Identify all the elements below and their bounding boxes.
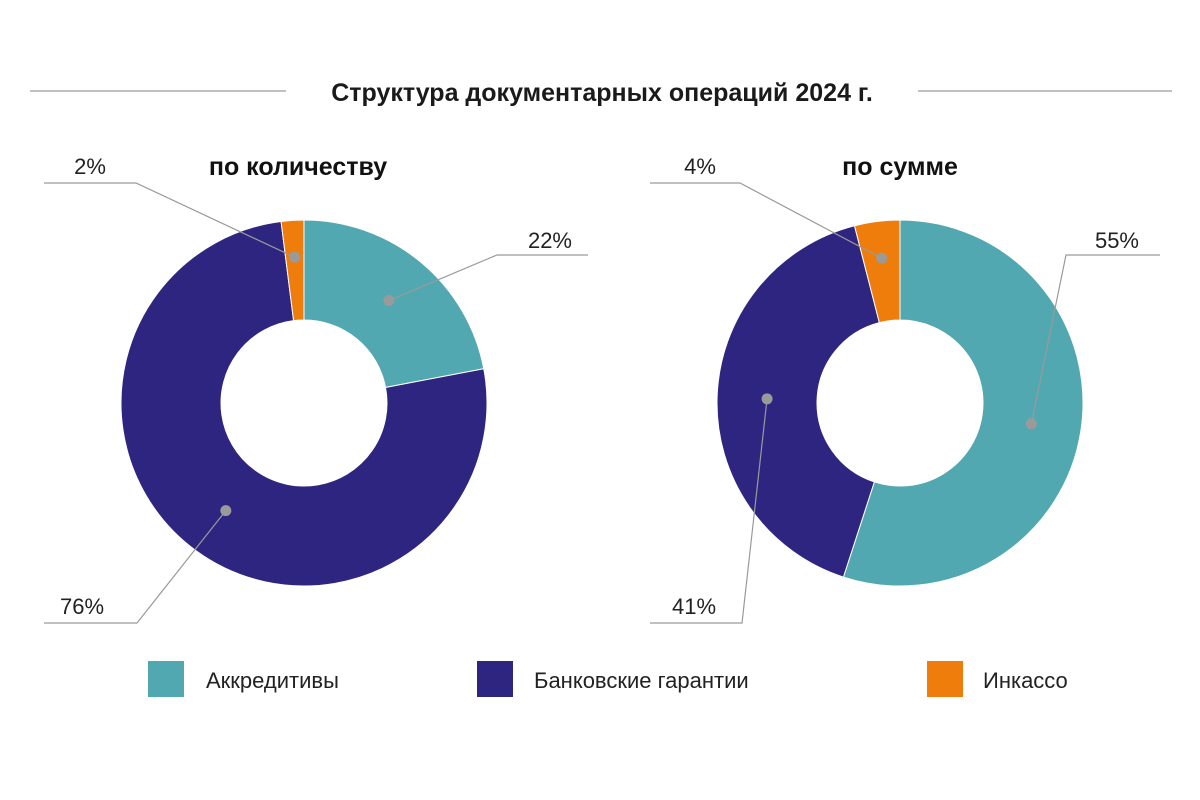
- donut-leaders-by-count: 22% 76% 2%: [44, 154, 588, 624]
- legend-item-accreditives: Аккредитивы: [148, 661, 339, 697]
- legend-swatch-guarantees: [477, 661, 513, 697]
- leader-dot-accreditives-by-count: [383, 295, 395, 307]
- leader-dot-collection-by-sum: [876, 252, 888, 264]
- data-label-accreditives-by-sum: 55%: [1095, 228, 1139, 253]
- chart-title: Структура документарных операций 2024 г.: [331, 79, 873, 107]
- donut-chart-by-count: по количеству 22% 76% 2%: [44, 153, 588, 624]
- data-label-guarantees-by-count: 76%: [60, 594, 104, 619]
- data-label-guarantees-by-sum: 41%: [672, 594, 716, 619]
- leader-line-guarantees-by-sum: [650, 398, 768, 624]
- donut-leaders-by-sum: 55% 41% 4%: [650, 154, 1160, 624]
- legend-label-guarantees: Банковские гарантии: [534, 668, 749, 693]
- legend-item-guarantees: Банковские гарантии: [477, 661, 749, 697]
- leader-dot-guarantees-by-count: [220, 505, 232, 517]
- donut-slice-accreditives-by-sum: [842, 219, 1084, 587]
- donut-slice-collection-by-count: [280, 219, 305, 322]
- donut-slices-by-sum: [716, 219, 1084, 587]
- donut-chart-by-sum: по сумме 55% 41% 4%: [650, 153, 1160, 624]
- leader-line-guarantees-by-count: [44, 510, 227, 624]
- donut-slice-collection-by-sum: [853, 219, 901, 324]
- donut-subtitle-by-sum: по сумме: [842, 153, 958, 181]
- legend-swatch-collection: [927, 661, 963, 697]
- data-label-collection-by-sum: 4%: [684, 154, 716, 179]
- leader-dot-guarantees-by-sum: [761, 393, 773, 405]
- legend-label-collection: Инкассо: [983, 668, 1068, 693]
- legend-swatch-accreditives: [148, 661, 184, 697]
- donut-subtitle-by-count: по количеству: [209, 153, 387, 181]
- leader-dot-accreditives-by-sum: [1025, 418, 1037, 430]
- donut-slice-guarantees-by-sum: [716, 225, 880, 578]
- legend: Аккредитивы Банковские гарантии Инкассо: [148, 661, 1068, 697]
- leader-line-collection-by-count: [44, 182, 296, 258]
- legend-label-accreditives: Аккредитивы: [206, 668, 339, 693]
- leader-line-accreditives-by-sum: [1030, 254, 1160, 424]
- leader-line-collection-by-sum: [650, 182, 882, 259]
- donut-slice-accreditives-by-count: [303, 219, 485, 389]
- data-label-accreditives-by-count: 22%: [528, 228, 572, 253]
- leader-dot-collection-by-count: [289, 251, 301, 263]
- legend-item-collection: Инкассо: [927, 661, 1068, 697]
- donut-slice-guarantees-by-count: [120, 220, 488, 587]
- data-label-collection-by-count: 2%: [74, 154, 106, 179]
- donut-slices-by-count: [120, 219, 488, 587]
- leader-line-accreditives-by-count: [388, 254, 588, 302]
